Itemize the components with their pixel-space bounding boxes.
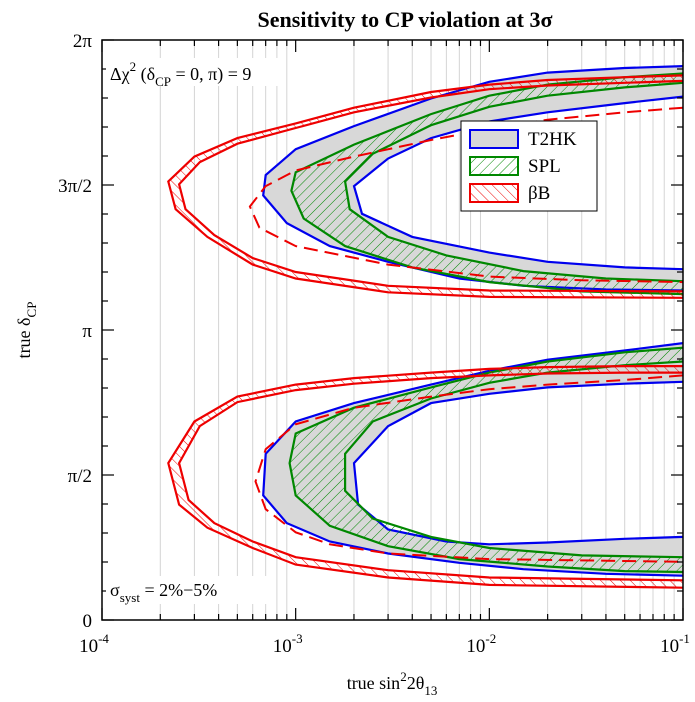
x-tick-label: 10-2 bbox=[466, 631, 496, 657]
dashed-curve-lower bbox=[254, 374, 683, 563]
plot-frame bbox=[101, 39, 684, 621]
legend-label: βB bbox=[528, 183, 550, 204]
legend-label: SPL bbox=[528, 156, 561, 177]
x-tick-label: 10-4 bbox=[79, 631, 109, 657]
band-inner-edge bbox=[177, 371, 683, 582]
series-betabeam bbox=[167, 74, 683, 589]
legend-swatch bbox=[469, 129, 519, 149]
legend-swatch bbox=[469, 183, 519, 203]
annotation-systematics: σsyst = 2%−5% bbox=[106, 576, 268, 605]
contour-bands bbox=[167, 65, 683, 589]
legend-entry: βB bbox=[469, 183, 550, 204]
legend: T2HK SPL βB bbox=[460, 120, 598, 212]
annotation-bottom: σsyst = 2%−5% bbox=[110, 580, 217, 605]
annotation-top: Δχ2 (δCP = 0, π) = 9 bbox=[110, 59, 251, 89]
x-axis-label: true sin22θ13 bbox=[347, 669, 438, 698]
x-tick-label: 10-3 bbox=[273, 631, 303, 657]
legend-swatch bbox=[469, 156, 519, 176]
band-inner-edge bbox=[177, 79, 683, 293]
y-tick-labels: 0 π/2 π 3π/2 2π bbox=[58, 31, 92, 632]
x-tick-label: 10-1 bbox=[660, 631, 690, 657]
band-upper-lobe bbox=[291, 73, 683, 295]
band-outer-edge bbox=[167, 74, 683, 299]
chart-title: Sensitivity to CP violation at 3σ bbox=[258, 7, 553, 32]
band-outer-edge bbox=[288, 346, 683, 574]
legend-label: T2HK bbox=[528, 129, 577, 150]
y-tick-label: 2π bbox=[73, 31, 93, 52]
legend-entry: SPL bbox=[469, 156, 561, 177]
band-inner-edge bbox=[352, 95, 683, 271]
band-outer-edge bbox=[167, 365, 683, 589]
band-inner-edge bbox=[343, 81, 683, 283]
band-outer-edge bbox=[262, 342, 683, 577]
y-tick-label: 3π/2 bbox=[58, 176, 92, 197]
y-tick-label: π bbox=[82, 321, 92, 342]
legend-entry: T2HK bbox=[469, 129, 577, 150]
y-axis-label: true δCP bbox=[14, 302, 39, 359]
band-inner-edge bbox=[352, 380, 683, 546]
annotation-chi2: Δχ2 (δCP = 0, π) = 9 bbox=[106, 58, 286, 89]
y-tick-label: 0 bbox=[83, 611, 93, 632]
y-tick-label: π/2 bbox=[68, 466, 92, 487]
x-tick-labels: 10-4 10-3 10-2 10-1 bbox=[79, 631, 690, 657]
